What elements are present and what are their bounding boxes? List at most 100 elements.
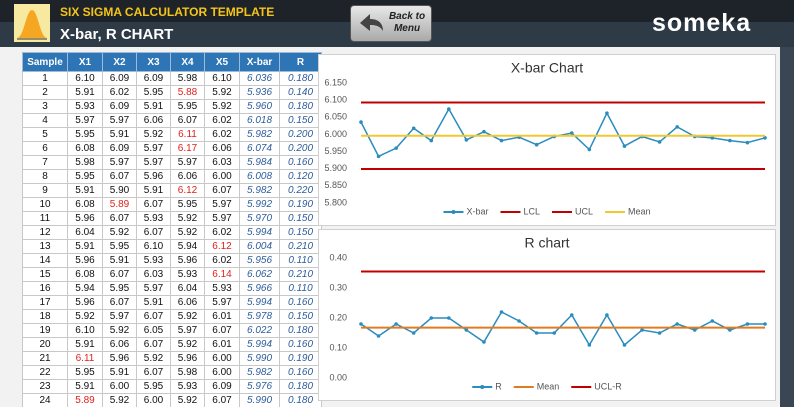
table-cell: 5.97 (102, 113, 137, 128)
button-label[interactable]: Back to Menu (388, 11, 426, 34)
data-point (394, 322, 398, 326)
table-cell: 6.018 (239, 113, 280, 128)
table-cell: 5.92 (170, 393, 205, 407)
table-cell: 6.17 (170, 141, 205, 156)
data-point (429, 138, 434, 143)
table-row: 10 6.08 5.89 6.07 5.95 5.97 5.992 0.190 (22, 197, 322, 212)
table-row: 19 6.10 5.92 6.05 5.97 6.07 6.022 0.180 (22, 323, 322, 338)
table-cell: 6.09 (102, 99, 137, 114)
table-cell: 6.07 (136, 309, 171, 324)
data-point (728, 138, 732, 143)
table-cell: 5.992 (239, 197, 280, 212)
column-header: X3 (136, 52, 171, 72)
table-cell: 6.02 (102, 85, 137, 100)
table-cell: 6.03 (136, 267, 171, 282)
table-cell: 17 (22, 295, 68, 310)
column-header: X1 (67, 52, 103, 72)
table-cell: 5.990 (239, 351, 280, 366)
table-cell: 5.97 (67, 113, 103, 128)
back-button[interactable]: Back to Menu (350, 5, 432, 42)
y-tick-label: 6.000 (324, 129, 347, 139)
table-cell: 5.960 (239, 99, 280, 114)
legend-marker (480, 385, 485, 389)
table-cell: 5.93 (170, 379, 205, 394)
table-cell: 6.06 (170, 295, 205, 310)
table-cell: 6.022 (239, 323, 280, 338)
table-cell: 0.150 (279, 225, 322, 240)
table-cell: 5.97 (102, 309, 137, 324)
data-point (587, 343, 592, 347)
table-cell: 0.180 (279, 323, 322, 338)
table-cell: 5.95 (136, 379, 171, 394)
y-tick-label: 0.30 (329, 282, 347, 292)
table-cell: 5.994 (239, 295, 280, 310)
table-cell: 5.982 (239, 183, 280, 198)
table-cell: 6.00 (102, 379, 137, 394)
data-point (605, 313, 609, 317)
table-cell: 5.93 (136, 211, 171, 226)
table-cell: 5.91 (67, 337, 103, 352)
table-cell: 5.97 (204, 197, 240, 212)
table-cell: 6.08 (67, 197, 103, 212)
table-cell: 5.92 (102, 225, 137, 240)
data-point (675, 125, 679, 129)
table-cell: 0.180 (279, 379, 322, 394)
table-cell: 5.97 (136, 281, 171, 296)
table-cell: 6.06 (170, 169, 205, 184)
table-cell: 5.93 (204, 281, 240, 296)
table-cell: 22 (22, 365, 68, 380)
data-point (482, 340, 486, 344)
table-cell: 5.94 (67, 281, 103, 296)
table-cell: 0.210 (279, 239, 322, 254)
table-cell: 6.02 (204, 113, 240, 128)
table-cell: 0.160 (279, 295, 322, 310)
table-cell: 6.09 (204, 379, 240, 394)
column-header: X4 (170, 52, 205, 72)
table-cell: 6.06 (102, 337, 137, 352)
legend-label: Mean (628, 206, 651, 216)
table-cell: 0.190 (279, 197, 322, 212)
table-cell: 6.062 (239, 267, 280, 282)
table-cell: 5.98 (170, 365, 205, 380)
table-row: 3 5.93 6.09 5.91 5.95 5.92 5.960 0.180 (22, 99, 322, 114)
y-tick-label: 5.800 (324, 197, 347, 207)
table-cell: 5.96 (102, 351, 137, 366)
data-point (359, 322, 363, 326)
data-point (569, 131, 574, 135)
table-cell: 6 (22, 141, 68, 156)
table-cell: 5.91 (102, 253, 137, 268)
y-tick-label: 6.050 (324, 112, 347, 122)
table-cell: 6.14 (204, 267, 240, 282)
table-cell: 5.95 (67, 365, 103, 380)
table-cell: 0.210 (279, 267, 322, 282)
legend: R Mean UCL-R (472, 381, 622, 391)
table-cell: 8 (22, 169, 68, 184)
y-tick-label: 6.150 (324, 77, 347, 87)
table-cell: 24 (22, 393, 68, 407)
data-point (569, 313, 574, 317)
table-cell: 5.95 (67, 127, 103, 142)
table-cell: 5.97 (204, 211, 240, 226)
data-point (499, 310, 504, 314)
table-row: 13 5.91 5.95 6.10 5.94 6.12 6.004 0.210 (22, 239, 322, 254)
y-tick-label: 5.950 (324, 146, 347, 156)
table-row: 14 5.96 5.91 5.93 5.96 6.02 5.956 0.110 (22, 253, 322, 268)
table-cell: 6.02 (204, 225, 240, 240)
table-cell: 6.07 (102, 267, 137, 282)
data-point (376, 154, 381, 159)
table-cell: 6.02 (204, 127, 240, 142)
data-point (534, 142, 539, 147)
table-cell: 5.95 (67, 169, 103, 184)
table-cell: 6.07 (204, 323, 240, 338)
table-cell: 11 (22, 211, 68, 226)
table-cell: 5.95 (102, 239, 137, 254)
data-table: Sample X1 X2 X3 X4 X5 X-bar R 1 6.10 6.09 6.09 5.98 6… (22, 52, 322, 407)
table-cell: 5.97 (102, 155, 137, 170)
table-row: 6 6.08 6.09 5.97 6.17 6.06 6.074 0.200 (22, 141, 322, 156)
data-point (464, 138, 469, 142)
table-cell: 5.92 (170, 211, 205, 226)
table-cell: 5.96 (67, 253, 103, 268)
table-cell: 5.91 (102, 365, 137, 380)
table-cell: 5.978 (239, 309, 280, 324)
